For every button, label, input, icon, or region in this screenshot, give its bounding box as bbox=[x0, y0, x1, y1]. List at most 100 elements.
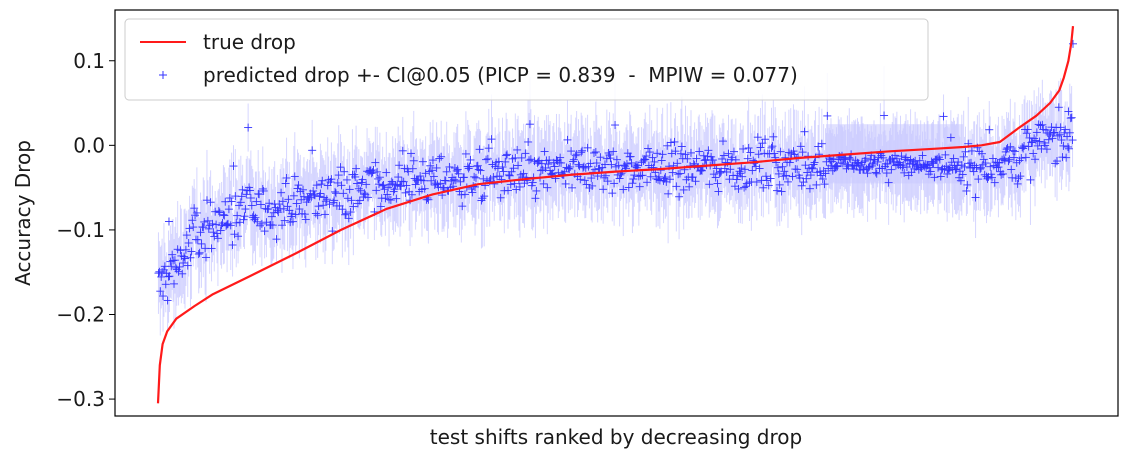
predicted-point bbox=[565, 164, 574, 173]
predicted-point bbox=[808, 164, 817, 173]
predicted-point bbox=[509, 164, 518, 173]
predicted-point bbox=[987, 170, 996, 179]
predicted-point bbox=[352, 164, 361, 173]
predicted-point bbox=[1064, 107, 1073, 116]
predicted-point bbox=[635, 182, 644, 191]
predicted-point bbox=[566, 162, 575, 171]
predicted-point bbox=[1009, 146, 1018, 155]
predicted-point bbox=[748, 166, 757, 175]
predicted-point bbox=[800, 127, 809, 136]
predicted-point bbox=[869, 159, 878, 168]
predicted-point bbox=[603, 177, 612, 186]
predicted-point bbox=[274, 208, 283, 217]
predicted-point bbox=[175, 262, 184, 271]
predicted-point bbox=[795, 173, 804, 182]
y-axis: 0.1 0.0 −0.1 −0.2 −0.3 bbox=[56, 49, 115, 411]
predicted-point bbox=[184, 238, 193, 247]
predicted-point bbox=[796, 142, 805, 151]
predicted-point bbox=[378, 181, 387, 190]
predicted-point bbox=[1000, 156, 1009, 165]
predicted-point bbox=[677, 142, 686, 151]
predicted-point bbox=[970, 161, 979, 170]
predicted-point bbox=[489, 173, 498, 182]
predicted-point bbox=[615, 174, 624, 183]
predicted-point bbox=[668, 168, 677, 177]
predicted-point bbox=[646, 172, 655, 181]
predicted-point bbox=[1063, 142, 1072, 151]
predicted-point bbox=[420, 184, 429, 193]
predicted-point bbox=[768, 142, 777, 151]
predicted-point bbox=[981, 159, 990, 168]
predicted-point bbox=[797, 181, 806, 190]
predicted-point bbox=[336, 163, 345, 172]
predicted-point bbox=[807, 163, 816, 172]
predicted-point bbox=[944, 164, 953, 173]
predicted-point bbox=[872, 169, 881, 178]
predicted-point bbox=[1030, 134, 1039, 143]
predicted-point bbox=[503, 150, 512, 159]
predicted-point bbox=[479, 174, 488, 183]
predicted-point bbox=[544, 160, 553, 169]
predicted-point bbox=[474, 165, 483, 174]
predicted-point bbox=[979, 155, 988, 164]
predicted-point bbox=[762, 176, 771, 185]
predicted-point bbox=[294, 181, 303, 190]
predicted-point bbox=[202, 253, 211, 262]
predicted-point bbox=[658, 150, 667, 159]
predicted-point bbox=[392, 194, 401, 203]
predicted-point bbox=[499, 167, 508, 176]
predicted-point bbox=[1007, 165, 1016, 174]
predicted-point bbox=[1032, 128, 1041, 137]
predicted-point bbox=[882, 169, 891, 178]
predicted-point bbox=[1035, 137, 1044, 146]
predicted-point bbox=[563, 135, 572, 144]
predicted-point bbox=[308, 146, 317, 155]
predicted-point bbox=[176, 246, 185, 255]
predicted-point bbox=[212, 220, 221, 229]
predicted-point bbox=[720, 164, 729, 173]
predicted-point bbox=[705, 180, 714, 189]
predicted-point bbox=[197, 239, 206, 248]
predicted-point bbox=[421, 169, 430, 178]
y-tick-label: −0.2 bbox=[56, 303, 105, 327]
predicted-point bbox=[752, 177, 761, 186]
predicted-point bbox=[767, 143, 776, 152]
predicted-point bbox=[939, 112, 948, 121]
predicted-point bbox=[806, 171, 815, 180]
predicted-point bbox=[236, 198, 245, 207]
predicted-point bbox=[472, 162, 481, 171]
predicted-point bbox=[988, 173, 997, 182]
predicted-point bbox=[407, 190, 416, 199]
predicted-point bbox=[1004, 157, 1013, 166]
predicted-point bbox=[918, 151, 927, 160]
predicted-point bbox=[633, 161, 642, 170]
predicted-point bbox=[360, 189, 369, 198]
predicted-point bbox=[665, 175, 674, 184]
predicted-point bbox=[674, 170, 683, 179]
predicted-point bbox=[525, 156, 534, 165]
predicted-point bbox=[418, 157, 427, 166]
predicted-point bbox=[202, 196, 211, 205]
predicted-point bbox=[612, 155, 621, 164]
predicted-point bbox=[230, 230, 239, 239]
predicted-point bbox=[484, 144, 493, 153]
predicted-point bbox=[1038, 120, 1047, 129]
predicted-point bbox=[229, 162, 238, 171]
predicted-point bbox=[876, 149, 885, 158]
predicted-point bbox=[703, 152, 712, 161]
predicted-point bbox=[277, 221, 286, 230]
predicted-point bbox=[673, 159, 682, 168]
predicted-point bbox=[798, 148, 807, 157]
predicted-point bbox=[789, 147, 798, 156]
predicted-point bbox=[288, 217, 297, 226]
predicted-point bbox=[900, 168, 909, 177]
predicted-point bbox=[821, 169, 830, 178]
predicted-point bbox=[880, 111, 889, 120]
predicted-point bbox=[726, 165, 735, 174]
predicted-point bbox=[460, 190, 469, 199]
predicted-point bbox=[157, 272, 166, 281]
predicted-point bbox=[238, 185, 247, 194]
legend: true drop predicted drop +- CI@0.05 (PIC… bbox=[124, 18, 929, 101]
predicted-point bbox=[608, 189, 617, 198]
predicted-point bbox=[351, 172, 360, 181]
